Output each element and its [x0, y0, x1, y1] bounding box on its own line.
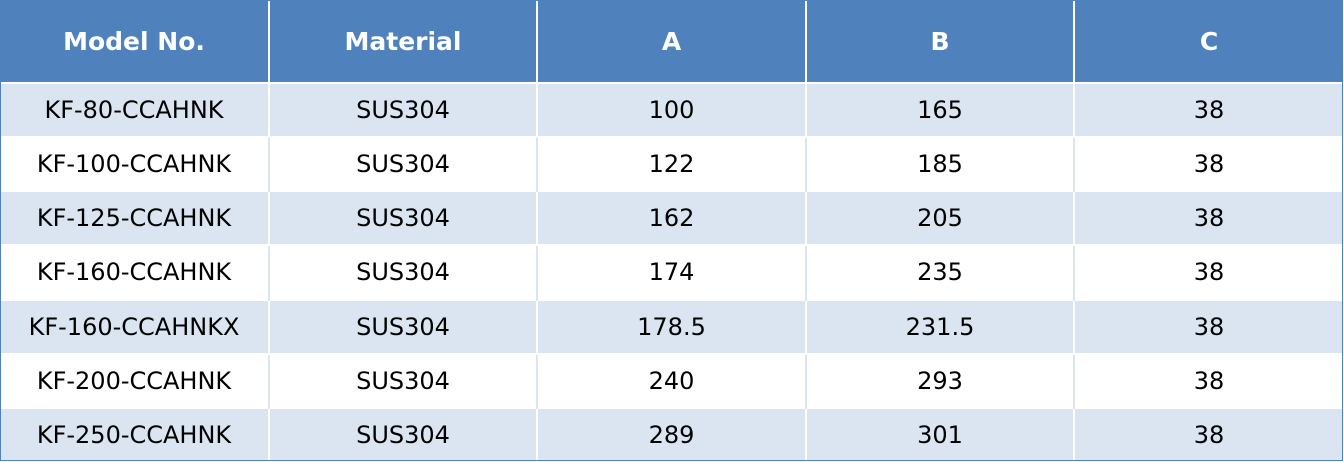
cell-c: 38	[1073, 244, 1343, 300]
cell-b: 185	[805, 136, 1074, 192]
table-row: KF-125-CCAHNK SUS304 162 205 38	[0, 190, 1343, 246]
cell-c: 38	[1073, 406, 1343, 461]
cell-material: SUS304	[268, 298, 537, 354]
cell-model-no: KF-100-CCAHNK	[0, 136, 269, 192]
header-a: A	[536, 0, 806, 84]
cell-model-no: KF-80-CCAHNK	[0, 81, 269, 138]
header-c: C	[1073, 0, 1343, 84]
cell-c: 38	[1073, 190, 1343, 246]
cell-a: 100	[536, 81, 806, 138]
table-row: KF-160-CCAHNK SUS304 174 235 38	[0, 244, 1343, 300]
cell-material: SUS304	[268, 190, 537, 246]
cell-material: SUS304	[268, 136, 537, 192]
cell-c: 38	[1073, 352, 1343, 408]
table-row: KF-100-CCAHNK SUS304 122 185 38	[0, 136, 1343, 192]
cell-model-no: KF-160-CCAHNKX	[0, 298, 269, 354]
cell-model-no: KF-160-CCAHNK	[0, 244, 269, 300]
table-row: KF-250-CCAHNK SUS304 289 301 38	[0, 406, 1343, 461]
cell-model-no: KF-200-CCAHNK	[0, 352, 269, 408]
cell-b: 165	[805, 81, 1074, 138]
table-row: KF-200-CCAHNK SUS304 240 293 38	[0, 352, 1343, 408]
cell-a: 178.5	[536, 298, 806, 354]
cell-b: 231.5	[805, 298, 1074, 354]
table-row: KF-160-CCAHNKX SUS304 178.5 231.5 38	[0, 298, 1343, 354]
cell-c: 38	[1073, 81, 1343, 138]
table-body: KF-80-CCAHNK SUS304 100 165 38 KF-100-CC…	[0, 81, 1343, 461]
cell-model-no: KF-125-CCAHNK	[0, 190, 269, 246]
header-material: Material	[268, 0, 537, 84]
cell-material: SUS304	[268, 352, 537, 408]
header-row: Model No. Material A B C	[0, 0, 1343, 84]
cell-a: 174	[536, 244, 806, 300]
cell-c: 38	[1073, 298, 1343, 354]
cell-c: 38	[1073, 136, 1343, 192]
cell-a: 162	[536, 190, 806, 246]
header-b: B	[805, 0, 1074, 84]
table-header: Model No. Material A B C	[0, 0, 1343, 84]
cell-model-no: KF-250-CCAHNK	[0, 406, 269, 461]
cell-b: 293	[805, 352, 1074, 408]
cell-material: SUS304	[268, 244, 537, 300]
cell-b: 301	[805, 406, 1074, 461]
cell-a: 122	[536, 136, 806, 192]
table-row: KF-80-CCAHNK SUS304 100 165 38	[0, 81, 1343, 138]
cell-b: 205	[805, 190, 1074, 246]
header-model-no: Model No.	[0, 0, 269, 84]
cell-material: SUS304	[268, 406, 537, 461]
cell-b: 235	[805, 244, 1074, 300]
cell-a: 289	[536, 406, 806, 461]
cell-a: 240	[536, 352, 806, 408]
cell-material: SUS304	[268, 81, 537, 138]
